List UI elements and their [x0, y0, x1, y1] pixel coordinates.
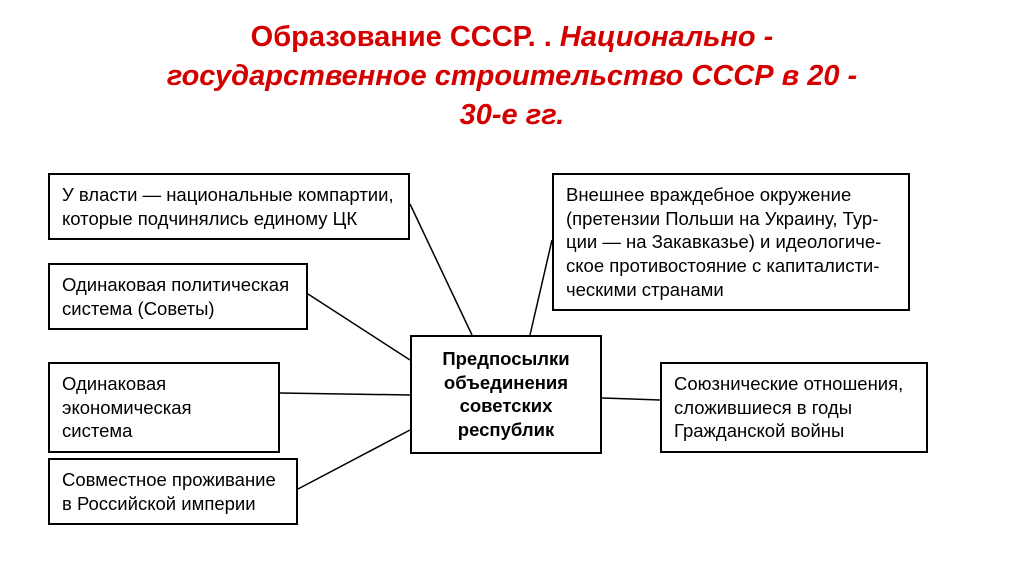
node-text: советских: [460, 395, 553, 416]
node-r1: Внешнее враждебное окружение (претензии П…: [552, 173, 910, 311]
edge-r2-center: [602, 398, 660, 400]
node-l1: У власти — национальные компартии, которы…: [48, 173, 410, 240]
node-text: объединения: [444, 372, 568, 393]
node-text: Внешнее враждебное окружение: [566, 184, 851, 205]
node-l2: Одинаковая политическая система (Советы): [48, 263, 308, 330]
node-text: сложившиеся в годы: [674, 397, 852, 418]
node-text: Гражданской войны: [674, 420, 844, 441]
node-center: Предпосылки объединениясоветских республик: [410, 335, 602, 454]
edge-l2-center: [308, 294, 410, 360]
edge-r1-center: [530, 240, 552, 335]
page-title: Образование СССР. . Национально - госуда…: [0, 0, 1024, 135]
title-italic-1: Национально -: [552, 21, 774, 53]
edge-l1-center: [410, 204, 472, 335]
edge-l4-center: [298, 430, 410, 489]
node-text: (претензии Польши на Украину, Тур-: [566, 208, 878, 229]
node-text: ции — на Закавказье) и идеологиче-: [566, 231, 881, 252]
title-italic-2: государственное строительство СССР в 20 …: [167, 60, 857, 92]
node-l4: Совместное проживание в Российской импери…: [48, 458, 298, 525]
node-text: в Российской империи: [62, 493, 256, 514]
node-text: Совместное проживание: [62, 469, 276, 490]
node-text: Одинаковая: [62, 373, 166, 394]
edge-l3-center: [280, 393, 410, 395]
node-text: Предпосылки: [442, 348, 569, 369]
title-italic-3: 30-е гг.: [460, 99, 565, 131]
title-bold: Образование СССР. .: [251, 21, 552, 53]
node-text: Одинаковая политическая: [62, 274, 289, 295]
node-text: экономическая система: [62, 397, 192, 442]
node-text: ческими странами: [566, 279, 724, 300]
node-text: У власти — национальные компартии,: [62, 184, 394, 205]
node-text: Союзнические отношения,: [674, 373, 903, 394]
node-text: которые подчинялись единому ЦК: [62, 208, 357, 229]
node-r2: Союзнические отношения, сложившиеся в год…: [660, 362, 928, 453]
node-text: ское противостояние с капиталисти-: [566, 255, 879, 276]
node-text: республик: [458, 419, 554, 440]
node-text: система (Советы): [62, 298, 215, 319]
node-l3: Одинаковая экономическая система: [48, 362, 280, 453]
